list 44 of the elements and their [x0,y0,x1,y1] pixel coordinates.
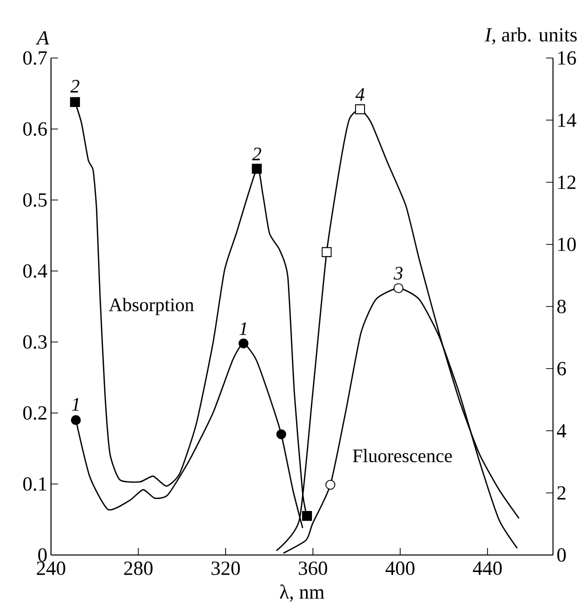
y-tick-label: 0.5 [23,193,47,207]
point [394,283,404,294]
y2-tick-label: 2 [557,486,566,500]
x-tick-label: 280 [124,562,153,576]
series-label: 2 [252,148,262,160]
x-tick-label: 360 [298,562,328,576]
y2-tick-label: 16 [558,51,576,65]
y2-tick-label: 0 [557,548,566,562]
y-axis-title: A [36,31,50,44]
point [252,164,262,174]
y-tick-label: 0.1 [23,477,46,491]
x-axis-title: λ, nm [280,584,324,602]
annotation: Absorption [108,298,194,316]
point [322,247,332,258]
y-tick-label: 0 [38,548,47,562]
point [355,104,366,114]
y2-tick-label: 8 [557,300,566,314]
y-tick-label: 0.7 [23,51,47,65]
y-tick-label: 0.2 [23,406,46,420]
y2-tick-label: 10 [558,238,576,252]
annotation: Fluorescence [352,448,452,462]
y2-tick-label: 12 [558,176,576,189]
series-label: 3 [394,266,403,280]
series-label: 4 [355,88,364,101]
annotation: 1 [72,398,79,411]
y2-tick-label: 4 [556,424,566,438]
point [70,415,81,426]
y-tick-label: 0.6 [23,122,47,136]
point [302,510,312,521]
point [70,97,80,107]
x-tick-label: 240 [36,562,66,576]
point [276,429,286,440]
y2-tick-label: 14 [558,114,576,127]
point [325,480,336,490]
y2-axis-title: I, arb. units [484,28,577,44]
x-tick-label: 320 [212,562,240,576]
x-tick-label: 440 [472,562,502,576]
y2-tick-label: 6 [557,362,566,376]
series-label: 1 [239,322,246,335]
point [238,338,248,348]
y-tick-label: 0.4 [23,264,48,278]
y-tick-label: 0.3 [23,335,47,349]
x-tick-label: 400 [386,562,414,576]
annotation: 2 [70,80,80,92]
